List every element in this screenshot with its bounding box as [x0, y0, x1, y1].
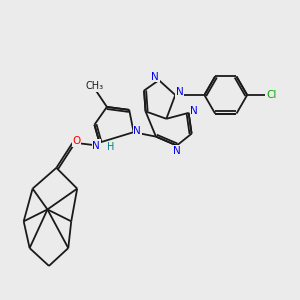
Text: Cl: Cl: [266, 90, 277, 100]
Text: N: N: [152, 72, 159, 82]
Text: O: O: [72, 136, 80, 146]
Text: CH₃: CH₃: [85, 81, 103, 91]
Text: N: N: [176, 87, 184, 97]
Text: H: H: [107, 142, 114, 152]
Text: N: N: [133, 126, 141, 136]
Text: N: N: [190, 106, 198, 116]
Text: N: N: [173, 146, 181, 156]
Text: N: N: [92, 140, 100, 151]
Text: N: N: [93, 140, 101, 150]
